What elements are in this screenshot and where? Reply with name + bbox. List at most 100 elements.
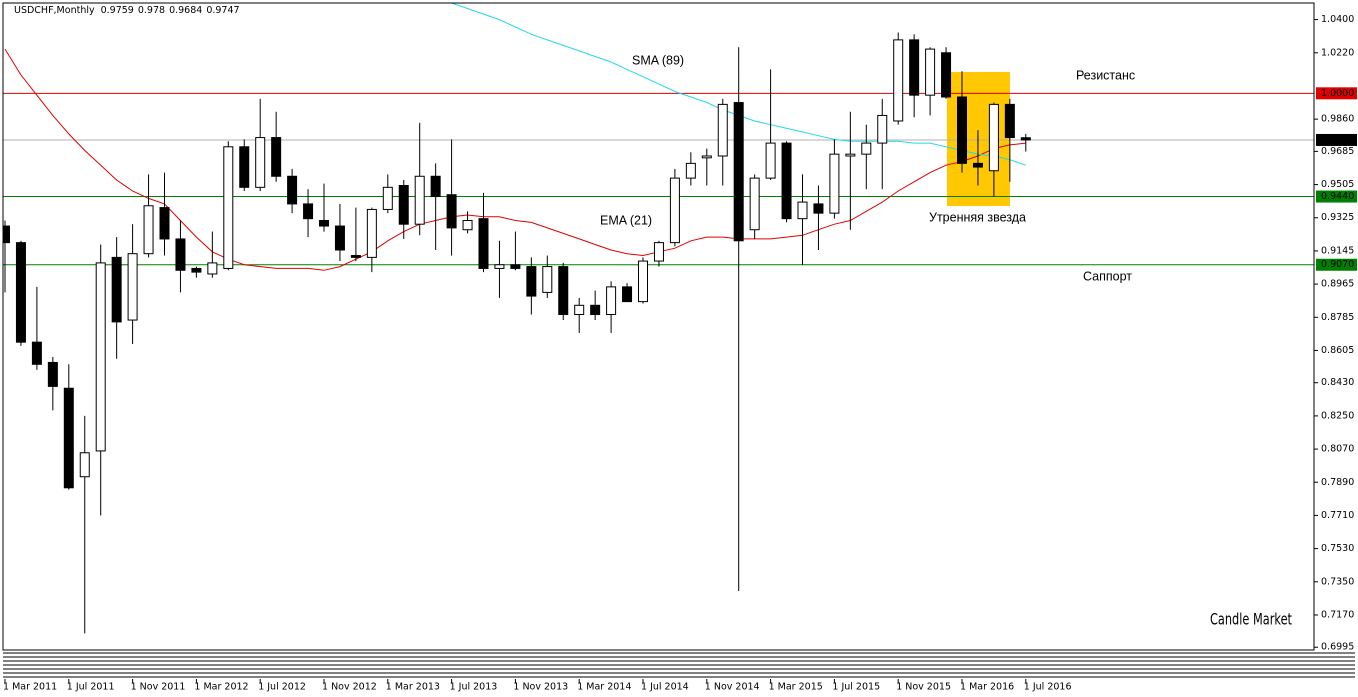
y-tick-label: 0.9685 [1321, 146, 1354, 157]
candle-body [957, 96, 967, 164]
candle-body [382, 186, 393, 210]
candle-body [494, 264, 505, 269]
x-tick-label: 1 Mar 2013 [386, 682, 440, 693]
candle-body [542, 266, 553, 293]
candle-body [303, 203, 314, 220]
candle-body [893, 39, 904, 122]
candle-body [781, 142, 792, 220]
candle-body [765, 142, 776, 179]
candle-body [319, 220, 329, 227]
candle-body [717, 103, 728, 157]
x-tick-label: 1 Nov 2015 [896, 682, 951, 693]
y-tick-label: 0.8965 [1321, 279, 1354, 290]
level-box [1316, 190, 1357, 203]
candle-body [159, 207, 170, 240]
x-tick-label: 1 Jul 2016 [1024, 682, 1072, 693]
chart-header: USDCHF,Monthly 0.9759 0.978 0.9684 0.9747 [14, 5, 240, 16]
candle-body [175, 238, 186, 271]
header-close: 0.9747 [206, 5, 239, 16]
watermark: Candle Market [1210, 610, 1292, 629]
y-tick-label: 1.0400 [1321, 14, 1354, 25]
candle-body [813, 203, 824, 214]
candle-body [63, 387, 74, 489]
candle-body [526, 266, 537, 297]
y-tick-label: 0.9325 [1321, 212, 1354, 223]
candle-body [701, 155, 712, 159]
y-tick-label: 0.8070 [1321, 444, 1354, 455]
x-tick-label: 1 Mar 2015 [769, 682, 823, 693]
candle-body [47, 361, 58, 387]
y-tick-label: 0.9145 [1321, 245, 1354, 256]
candle-body [287, 175, 298, 205]
line-label: SMA (89) [632, 53, 684, 67]
candle-body [79, 452, 90, 478]
level-label: 0.9440 [1321, 191, 1354, 202]
candle-body [271, 137, 282, 177]
candle-body [462, 220, 473, 231]
x-tick-label: 1 Jul 2015 [832, 682, 880, 693]
candle-body [797, 201, 808, 220]
highlight-box [947, 72, 1010, 206]
candle-body [207, 262, 218, 275]
level-label: 1.0000 [1321, 88, 1354, 99]
chart-title: USDCHF,Monthly [14, 5, 95, 16]
sub-panel [3, 652, 1355, 678]
y-tick-label: 0.8605 [1321, 345, 1354, 356]
level-label: Резистанс [1076, 68, 1135, 82]
y-tick-label: 0.8430 [1321, 377, 1354, 388]
candle-body [669, 177, 680, 244]
candle-body [590, 304, 601, 316]
y-tick-label: 0.9860 [1321, 114, 1354, 125]
annotation: Утренняя звезда [929, 210, 1026, 224]
candle-body [223, 146, 234, 269]
candle-body [988, 103, 999, 172]
y-tick-label: 0.7530 [1321, 543, 1354, 554]
candle-body [430, 175, 441, 198]
level-box [1316, 87, 1357, 100]
candle-body [95, 262, 106, 452]
plot-frame [2, 2, 1315, 651]
candle-body [3, 225, 10, 244]
header-low: 0.9684 [169, 5, 202, 16]
y-tick-label: 0.7350 [1321, 576, 1354, 587]
y-tick-label: 0.8785 [1321, 312, 1354, 323]
candle-body [239, 146, 250, 188]
candle-body [478, 218, 489, 269]
x-tick-label: 1 Mar 2016 [960, 682, 1014, 693]
candle-body [622, 286, 633, 303]
candle-body [255, 137, 266, 188]
y-tick-label: 0.7170 [1321, 609, 1354, 620]
y-tick-label: 0.7890 [1321, 477, 1354, 488]
candle-body [574, 304, 585, 316]
x-tick-label: 1 Nov 2014 [705, 682, 760, 693]
candle-body [143, 205, 154, 255]
candle-body [398, 184, 409, 225]
x-tick-label: 1 Jul 2011 [67, 682, 115, 693]
candle-body [685, 162, 696, 179]
candle-body [653, 242, 664, 262]
x-tick-label: 1 Nov 2013 [513, 682, 568, 693]
level-box [1316, 133, 1357, 146]
candle-body [111, 256, 122, 323]
x-tick-label: 1 Jul 2013 [450, 682, 498, 693]
x-tick-label: 1 Jul 2014 [641, 682, 689, 693]
candle-body [829, 153, 840, 214]
candle-body [877, 114, 888, 144]
candle-body [733, 102, 744, 242]
header-high: 0.978 [138, 5, 165, 16]
candle-body [941, 52, 952, 98]
candle-body [127, 253, 138, 321]
x-tick-label: 1 Mar 2012 [194, 682, 248, 693]
candle-body [1004, 103, 1015, 139]
line-label: EMA (21) [600, 213, 652, 227]
candle-body [845, 153, 856, 157]
candle-body [749, 177, 760, 231]
y-tick-label: 0.8250 [1321, 410, 1354, 421]
y-tick-label: 0.7710 [1321, 510, 1354, 521]
candle-body [606, 286, 617, 316]
candle-body [15, 242, 26, 343]
y-tick-label: 0.6995 [1321, 642, 1354, 653]
x-tick-label: 1 Nov 2012 [322, 682, 377, 693]
candle-body [31, 341, 42, 365]
